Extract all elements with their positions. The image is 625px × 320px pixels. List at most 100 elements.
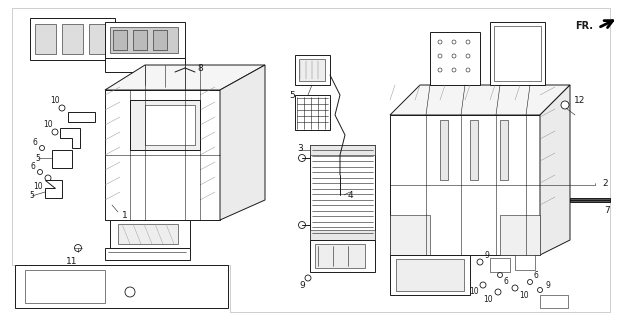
Circle shape	[59, 105, 65, 111]
Circle shape	[38, 170, 43, 174]
Text: 10: 10	[483, 295, 493, 305]
Polygon shape	[130, 100, 200, 150]
Text: 6: 6	[504, 277, 509, 286]
Bar	[396, 259, 464, 291]
Bar	[494, 26, 541, 81]
Polygon shape	[515, 255, 535, 270]
Text: 1: 1	[122, 211, 128, 220]
Circle shape	[498, 273, 502, 277]
Circle shape	[438, 54, 442, 58]
Polygon shape	[110, 220, 190, 248]
Polygon shape	[540, 85, 570, 255]
Bar	[299, 59, 325, 81]
Circle shape	[337, 192, 343, 198]
Polygon shape	[470, 120, 478, 180]
Polygon shape	[45, 180, 62, 198]
Text: 10: 10	[43, 119, 53, 129]
Bar	[118, 224, 178, 244]
Text: 6: 6	[31, 162, 36, 171]
Text: 4: 4	[348, 190, 352, 199]
Text: 10: 10	[50, 95, 60, 105]
Polygon shape	[310, 240, 375, 272]
Text: FR.: FR.	[575, 21, 593, 31]
Circle shape	[452, 68, 456, 72]
Circle shape	[299, 155, 306, 162]
Text: 9: 9	[484, 252, 489, 260]
Text: 8: 8	[197, 63, 203, 73]
Bar	[133, 30, 147, 50]
Polygon shape	[30, 18, 115, 60]
Bar	[153, 30, 167, 50]
Circle shape	[561, 101, 569, 109]
Polygon shape	[440, 120, 448, 180]
Bar	[113, 30, 127, 50]
Bar	[570, 198, 610, 202]
Polygon shape	[295, 95, 330, 130]
Bar	[89, 24, 110, 54]
Text: 10: 10	[519, 291, 529, 300]
Text: 9: 9	[546, 281, 551, 290]
Polygon shape	[105, 248, 190, 260]
Circle shape	[466, 54, 470, 58]
Polygon shape	[105, 65, 265, 90]
Circle shape	[528, 279, 532, 284]
Bar	[35, 24, 56, 54]
Circle shape	[39, 146, 44, 150]
Circle shape	[438, 68, 442, 72]
Polygon shape	[310, 145, 375, 240]
Polygon shape	[295, 55, 330, 85]
Polygon shape	[500, 215, 540, 255]
Text: 7: 7	[604, 205, 610, 214]
Circle shape	[466, 68, 470, 72]
Bar	[110, 27, 178, 53]
Polygon shape	[490, 22, 545, 85]
Bar	[25, 270, 105, 303]
Circle shape	[512, 285, 518, 291]
Polygon shape	[68, 112, 95, 122]
Circle shape	[495, 289, 501, 295]
Polygon shape	[105, 22, 185, 58]
Circle shape	[125, 287, 135, 297]
Text: 3: 3	[297, 143, 303, 153]
Polygon shape	[52, 150, 72, 168]
Circle shape	[452, 40, 456, 44]
Text: 10: 10	[469, 287, 479, 297]
Text: 12: 12	[574, 95, 586, 105]
Polygon shape	[390, 115, 540, 255]
Text: 9: 9	[299, 282, 305, 291]
Circle shape	[480, 282, 486, 288]
Circle shape	[438, 40, 442, 44]
Text: 6: 6	[534, 271, 539, 281]
Polygon shape	[390, 85, 570, 115]
Circle shape	[52, 129, 58, 135]
Polygon shape	[60, 128, 80, 148]
Circle shape	[74, 244, 81, 252]
Polygon shape	[540, 295, 568, 308]
Polygon shape	[145, 105, 195, 145]
Text: 2: 2	[602, 179, 608, 188]
Text: 5: 5	[29, 190, 34, 199]
Polygon shape	[12, 8, 610, 312]
Polygon shape	[430, 32, 480, 85]
Text: 5: 5	[36, 154, 41, 163]
Polygon shape	[500, 120, 508, 180]
Circle shape	[45, 175, 51, 181]
Bar	[315, 244, 365, 268]
Text: 11: 11	[66, 258, 78, 267]
Polygon shape	[15, 265, 228, 308]
Circle shape	[305, 275, 311, 281]
Text: 6: 6	[32, 138, 38, 147]
Polygon shape	[390, 255, 470, 295]
Text: 10: 10	[33, 181, 42, 190]
Polygon shape	[105, 90, 220, 220]
Bar	[310, 230, 375, 240]
Circle shape	[466, 40, 470, 44]
Circle shape	[452, 54, 456, 58]
Bar	[310, 145, 375, 155]
Bar	[62, 24, 83, 54]
Polygon shape	[220, 65, 265, 220]
Polygon shape	[390, 215, 430, 255]
Text: 5: 5	[289, 91, 295, 100]
Circle shape	[299, 221, 306, 228]
Polygon shape	[105, 58, 185, 80]
